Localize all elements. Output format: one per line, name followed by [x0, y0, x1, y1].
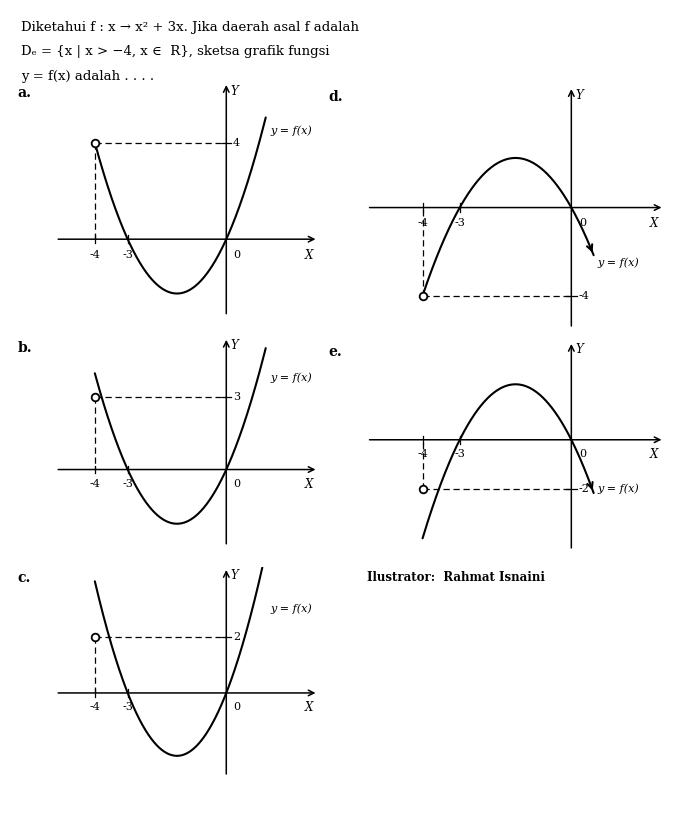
Text: 3: 3: [233, 392, 240, 402]
Text: a.: a.: [17, 86, 31, 100]
Text: y = f(x): y = f(x): [597, 484, 639, 494]
Text: y = f(x): y = f(x): [271, 125, 312, 136]
Text: 0: 0: [579, 219, 586, 229]
Text: c.: c.: [17, 571, 30, 585]
Text: -3: -3: [122, 250, 133, 260]
Text: -4: -4: [579, 291, 590, 301]
Text: 0: 0: [233, 702, 240, 713]
Text: y = f(x): y = f(x): [271, 372, 312, 383]
Text: Y: Y: [576, 344, 583, 356]
Text: Ilustrator:  Rahmat Isnaini: Ilustrator: Rahmat Isnaini: [367, 571, 545, 584]
Text: y = f(x) adalah . . . .: y = f(x) adalah . . . .: [21, 70, 154, 83]
Text: Dₑ = {x | x > −4, x ∈  R}, sketsa grafik fungsi: Dₑ = {x | x > −4, x ∈ R}, sketsa grafik …: [21, 45, 329, 58]
Text: 0: 0: [233, 250, 240, 260]
Text: -2: -2: [579, 484, 590, 494]
Text: -4: -4: [417, 449, 428, 459]
Text: -4: -4: [89, 479, 100, 489]
Text: Y: Y: [230, 85, 238, 98]
Text: -3: -3: [122, 702, 133, 713]
Text: -4: -4: [89, 702, 100, 713]
Text: 4: 4: [233, 137, 240, 148]
Text: -3: -3: [455, 449, 465, 459]
Text: Y: Y: [576, 89, 583, 102]
Text: -3: -3: [455, 219, 465, 229]
Text: X: X: [304, 701, 313, 714]
Text: e.: e.: [329, 345, 343, 359]
Text: Diketahui f : x → x² + 3x. Jika daerah asal f adalah: Diketahui f : x → x² + 3x. Jika daerah a…: [21, 21, 358, 34]
Text: 0: 0: [579, 449, 586, 459]
Text: -4: -4: [89, 250, 100, 260]
Text: Y: Y: [230, 570, 238, 582]
Text: X: X: [304, 248, 313, 261]
Text: 0: 0: [233, 479, 240, 489]
Text: -3: -3: [122, 479, 133, 489]
Text: d.: d.: [329, 90, 343, 104]
Text: X: X: [650, 448, 658, 461]
Text: 2: 2: [233, 632, 240, 642]
Text: Y: Y: [230, 339, 238, 352]
Text: X: X: [304, 478, 313, 491]
Text: b.: b.: [17, 341, 32, 355]
Text: y = f(x): y = f(x): [597, 257, 639, 268]
Text: y = f(x): y = f(x): [271, 604, 312, 614]
Text: -4: -4: [417, 219, 428, 229]
Text: X: X: [650, 217, 658, 230]
